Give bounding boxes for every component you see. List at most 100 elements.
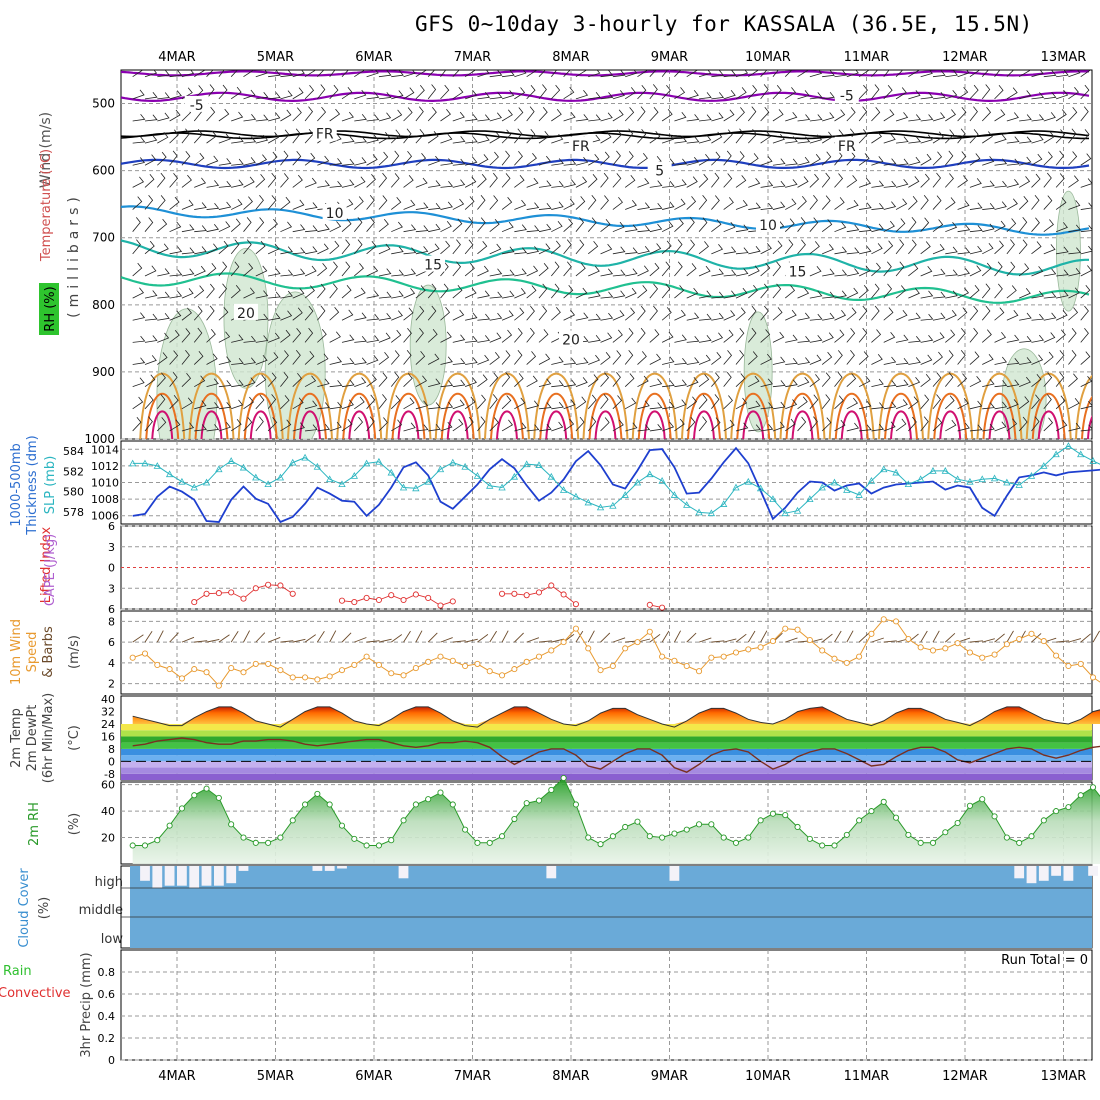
wind-barb (1055, 395, 1066, 410)
wind-barb (366, 114, 380, 122)
isotherm-loop (883, 392, 918, 439)
isotherm-loop (342, 392, 377, 439)
wind-barb (452, 334, 466, 343)
slp-line-point (535, 461, 543, 468)
wind-barb (1093, 243, 1100, 254)
wind-barb (908, 90, 921, 100)
wind-barb (489, 131, 501, 144)
wind-barb (624, 151, 634, 166)
wind-barb (969, 202, 983, 210)
wind-barb (378, 352, 390, 365)
wind-barb (280, 310, 293, 321)
slp-line-point (707, 509, 716, 517)
slp-line-point (646, 470, 654, 478)
wind-barb (908, 263, 919, 277)
wind10m-barb (243, 630, 250, 643)
wind-barb (526, 327, 535, 343)
wind-barb (501, 150, 511, 166)
wind10m-line-point (486, 668, 493, 675)
wind10m-barb (366, 640, 380, 643)
isotherm-loop (336, 372, 383, 439)
wind-barb (563, 285, 574, 299)
wind-barb (637, 424, 651, 432)
wind-barb (698, 134, 712, 144)
rh-line-point (942, 829, 949, 836)
wind-barb (858, 375, 871, 388)
slp-line-point (793, 506, 802, 514)
wind-barb (735, 107, 745, 122)
wind-barb (858, 153, 870, 166)
date-label-top: 4MAR (158, 50, 195, 65)
wind-barb (846, 175, 858, 188)
rh-line-point (228, 821, 235, 828)
wind-barb (587, 416, 597, 432)
wind-barb (674, 309, 686, 321)
wind-barb (563, 379, 577, 388)
wind-barb (686, 90, 699, 100)
wind-barb (797, 156, 810, 166)
wind-barb (464, 239, 474, 255)
temp-color-band (121, 736, 1092, 743)
wind-barb (784, 285, 796, 299)
wind-barb (526, 265, 539, 277)
wind-barb (452, 261, 462, 277)
wind-barb (686, 416, 696, 432)
rh-line-point (511, 815, 518, 823)
wind-barb (612, 109, 624, 122)
wind-barb (255, 114, 269, 122)
wind-barb (711, 417, 721, 432)
wind-barb (354, 335, 367, 343)
wind-barb (255, 355, 268, 365)
precip-axis-label: 3hr Precip (mm) (79, 952, 94, 1057)
wind-barb (735, 268, 749, 277)
rh-line-point (462, 826, 469, 833)
wind-barb (785, 309, 797, 321)
isotherm-loop (286, 372, 333, 439)
wind-barb (551, 401, 564, 410)
wind-barb (1018, 195, 1029, 210)
wind-barb (230, 218, 241, 232)
wind-barb (981, 283, 991, 299)
slp-line-point (683, 501, 691, 508)
wind-barb (969, 245, 983, 255)
wind-barb (575, 377, 588, 388)
wind-barb (661, 240, 672, 255)
rh-line-point (1077, 792, 1084, 799)
wind-barb (563, 309, 576, 321)
wind-barb (883, 180, 897, 188)
wind-barb (809, 334, 823, 343)
wind10m-line-point (782, 625, 789, 632)
slp-line-point (584, 498, 592, 506)
wind-barb (723, 329, 734, 343)
wind-barb (575, 396, 587, 410)
wind-barb (280, 129, 290, 144)
wind-barb (920, 266, 933, 277)
wind-barb (994, 109, 1006, 122)
wind-barb (1093, 263, 1100, 276)
wind-barb (1080, 70, 1092, 78)
rh-line-point (252, 839, 259, 846)
wind10m-barb (735, 633, 747, 643)
wind-barb (957, 327, 966, 343)
wind-barb (169, 290, 183, 299)
wind-barb (169, 196, 180, 210)
wind-barb (1093, 424, 1100, 431)
wind-barb (1055, 150, 1065, 166)
wind-barb (1093, 284, 1100, 298)
wind-barb (1093, 181, 1100, 188)
wind-barb (1093, 379, 1100, 387)
wind-barb (329, 133, 342, 144)
wind-barb (1031, 394, 1040, 410)
wind-barb (305, 225, 318, 233)
wind-barb (144, 355, 157, 365)
wind-barb (157, 132, 169, 144)
wind-barb (378, 243, 391, 255)
rh-line-point (868, 808, 875, 815)
wind-barb (378, 172, 388, 188)
wind-barb (354, 114, 367, 122)
wind-barb (378, 131, 390, 144)
wind-barb (883, 240, 894, 255)
wind10m-barb (415, 630, 423, 643)
wind-barb (366, 374, 377, 387)
wind-barb (772, 70, 779, 77)
